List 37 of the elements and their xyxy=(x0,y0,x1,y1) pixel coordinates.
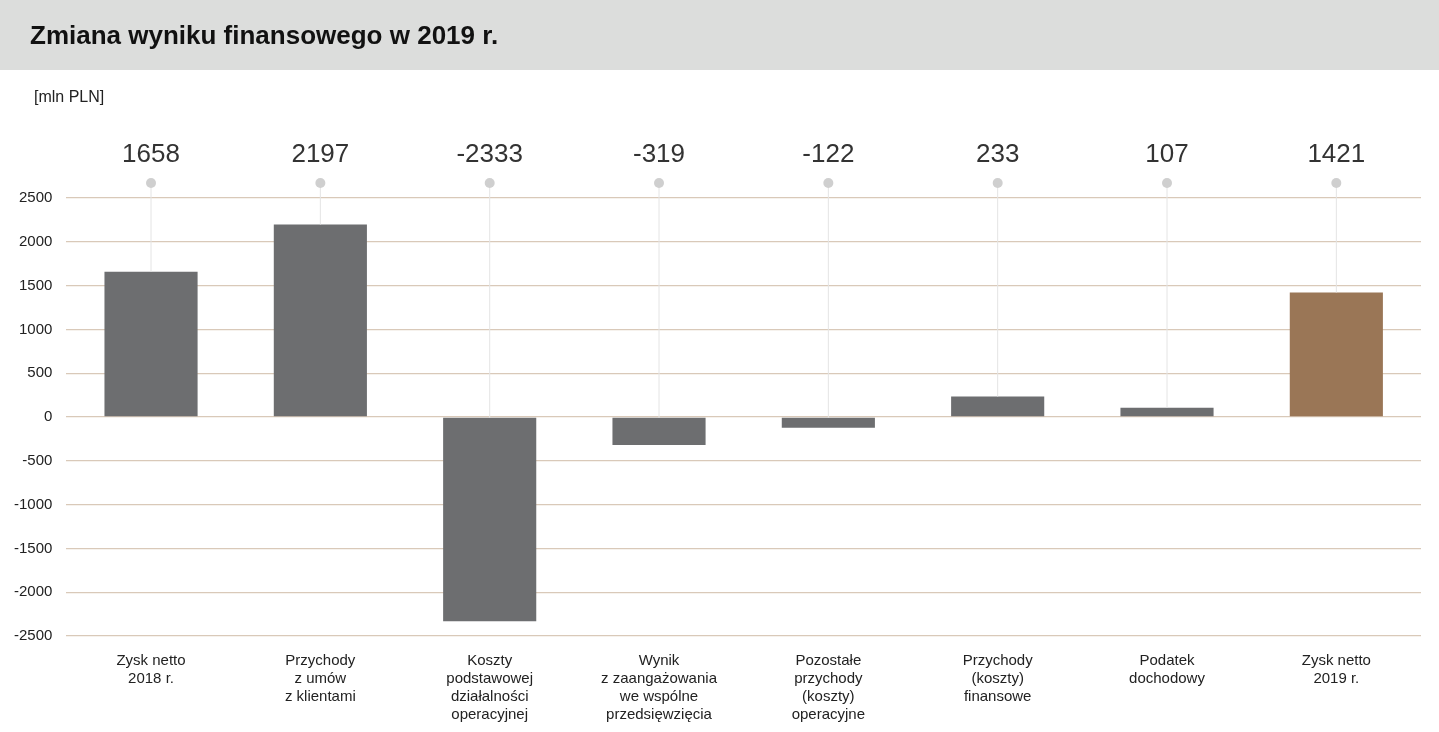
data-label: -122 xyxy=(802,138,855,169)
x-tick-label: Wynik z zaangażowania we wspólne przedsięwzięcia xyxy=(601,651,718,723)
y-tick-label: -2500 xyxy=(13,626,53,644)
x-tick-label: Zysk netto 2019 r. xyxy=(1301,651,1371,687)
y-tick-label: 500 xyxy=(27,363,53,381)
data-label: 1658 xyxy=(122,138,180,169)
data-label: 107 xyxy=(1145,138,1189,169)
bar xyxy=(781,417,875,428)
x-tick-label: Pozostałe przychody (koszty) operacyjne xyxy=(791,651,866,723)
data-label: -2333 xyxy=(456,138,523,169)
y-tick-label: -2000 xyxy=(13,582,53,600)
y-tick-label: 1000 xyxy=(18,319,53,337)
x-tick-label: Podatek dochodowy xyxy=(1129,651,1206,687)
x-tick-label: Koszty podstawowej działalności operacyjnej xyxy=(446,651,534,723)
x-tick-label: Przychody z umów z klientami xyxy=(284,651,356,705)
bar xyxy=(1289,292,1383,417)
x-tick-label: Zysk netto 2018 r. xyxy=(116,651,186,687)
bar xyxy=(443,417,537,622)
y-tick-label: -500 xyxy=(22,450,53,468)
data-label: 1421 xyxy=(1307,138,1366,169)
chart-title: Zmiana wyniku finansowego w 2019 r. xyxy=(0,0,1439,70)
bar xyxy=(104,271,198,417)
y-tick-label: 2500 xyxy=(18,188,53,206)
data-label: 233 xyxy=(975,138,1020,169)
y-tick-label: 0 xyxy=(44,407,53,425)
bar xyxy=(273,224,367,417)
bar xyxy=(951,396,1045,417)
y-tick-label: -1000 xyxy=(13,494,53,512)
data-label: 2197 xyxy=(291,138,350,169)
data-label: -319 xyxy=(632,138,686,169)
text: [mln PLN] xyxy=(34,88,105,106)
bar xyxy=(1120,407,1214,417)
bar xyxy=(612,417,706,445)
y-tick-label: 2000 xyxy=(18,231,53,249)
y-tick-label: 1500 xyxy=(18,275,53,293)
y-tick-label: -1500 xyxy=(13,538,53,556)
x-tick-label: Przychody (koszty) finansowe xyxy=(962,651,1034,705)
